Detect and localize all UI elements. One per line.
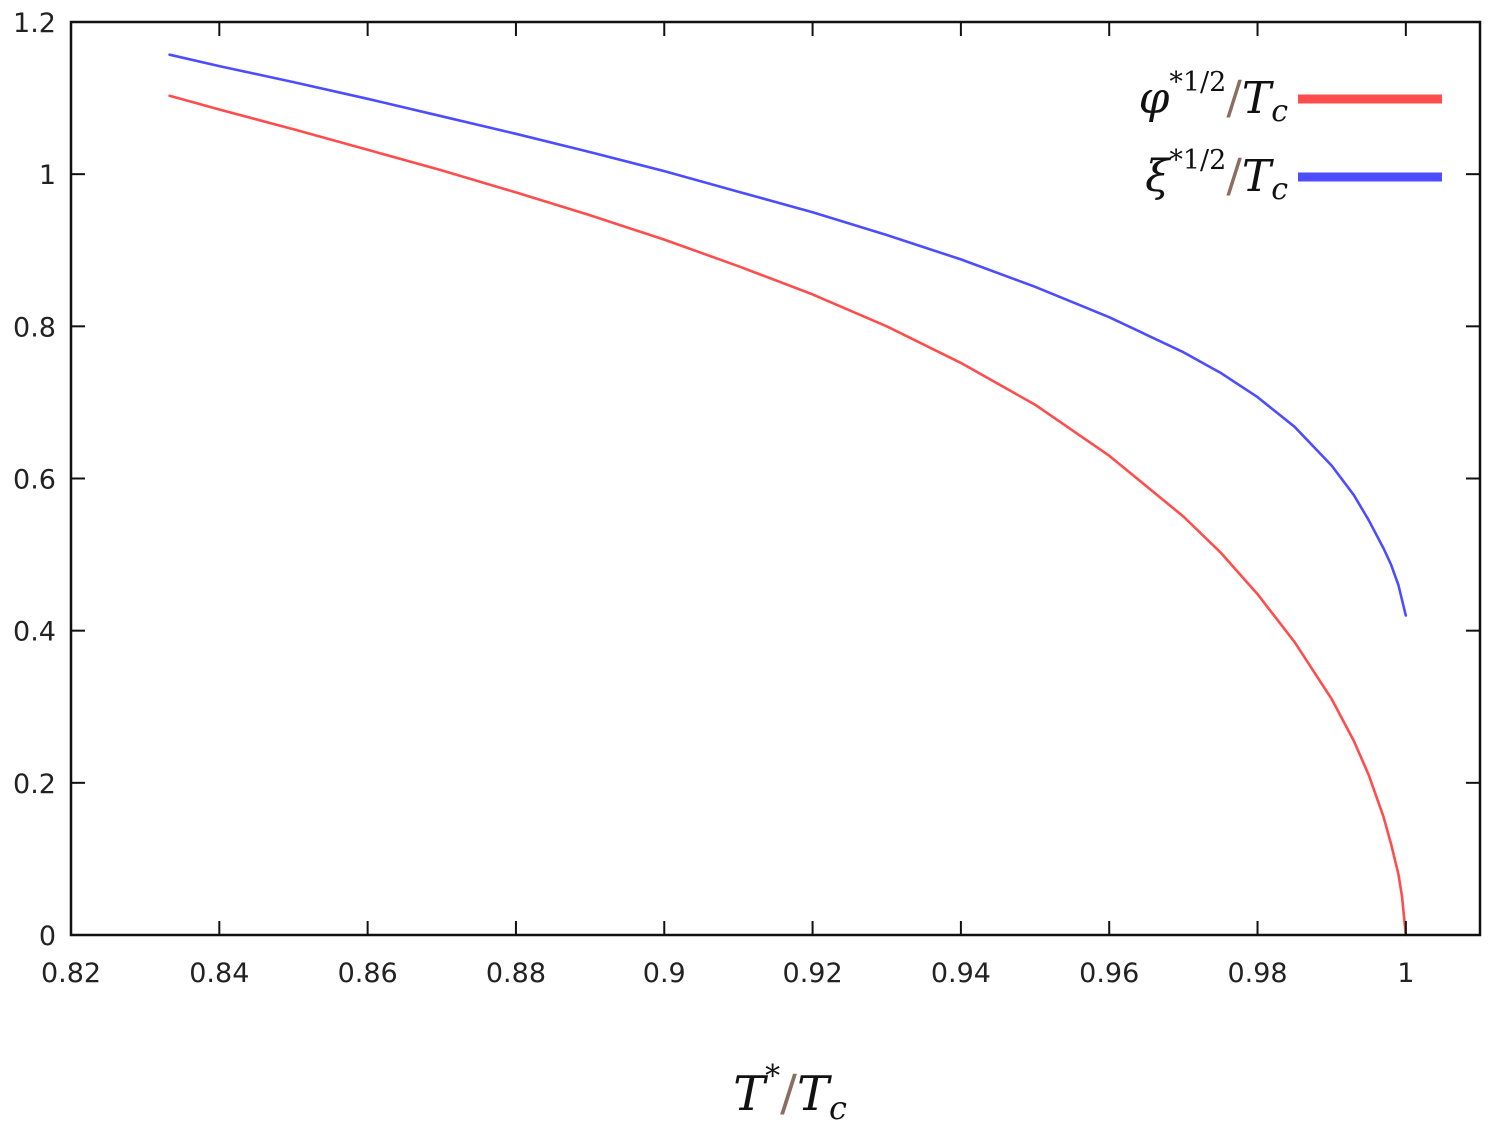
x-tick-label: 0.84 [189, 958, 249, 989]
x-tick-label: 0.96 [1079, 958, 1139, 989]
x-tick-label: 0.92 [783, 958, 843, 989]
plot-background [71, 22, 1480, 935]
axes-layer: 0.82 0.84 0.86 0.88 0.9 0.92 0.94 0.96 0.98 1 0 0.2… [13, 8, 1482, 989]
legend-label-xi: ξ*1/2/Tc [1145, 145, 1288, 207]
y-tick-label: 0 [39, 921, 56, 952]
x-tick-label: 0.98 [1227, 958, 1287, 989]
x-tick-label: 0.9 [643, 958, 686, 989]
series-line-phi [168, 94, 1408, 937]
x-tick-label: 0.94 [931, 958, 991, 989]
y-tick-label: 1 [39, 160, 56, 191]
plot-area [71, 22, 1480, 935]
legend-label-phi: φ*1/2/Tc [1139, 67, 1289, 129]
y-tick-label: 0.6 [13, 465, 56, 496]
series-line-xi [168, 53, 1408, 617]
legend: φ*1/2/Tc ξ*1/2/Tc [1139, 67, 1442, 207]
x-tick-label: 0.88 [486, 958, 546, 989]
x-tick-label: 0.82 [41, 958, 101, 989]
y-tick-label: 1.2 [13, 8, 56, 39]
x-tick-label: 0.86 [338, 958, 398, 989]
y-tick-label: 0.8 [13, 312, 56, 343]
y-tick-label: 0.4 [13, 617, 56, 648]
legend-entry-xi: ξ*1/2/Tc [1145, 145, 1442, 207]
series-layer [168, 53, 1408, 937]
x-axis-label: T*/Tc [733, 1059, 847, 1127]
legend-entry-phi: φ*1/2/Tc [1139, 67, 1442, 129]
x-tick-label: 1 [1397, 958, 1414, 989]
y-tick-label: 0.2 [13, 769, 56, 800]
